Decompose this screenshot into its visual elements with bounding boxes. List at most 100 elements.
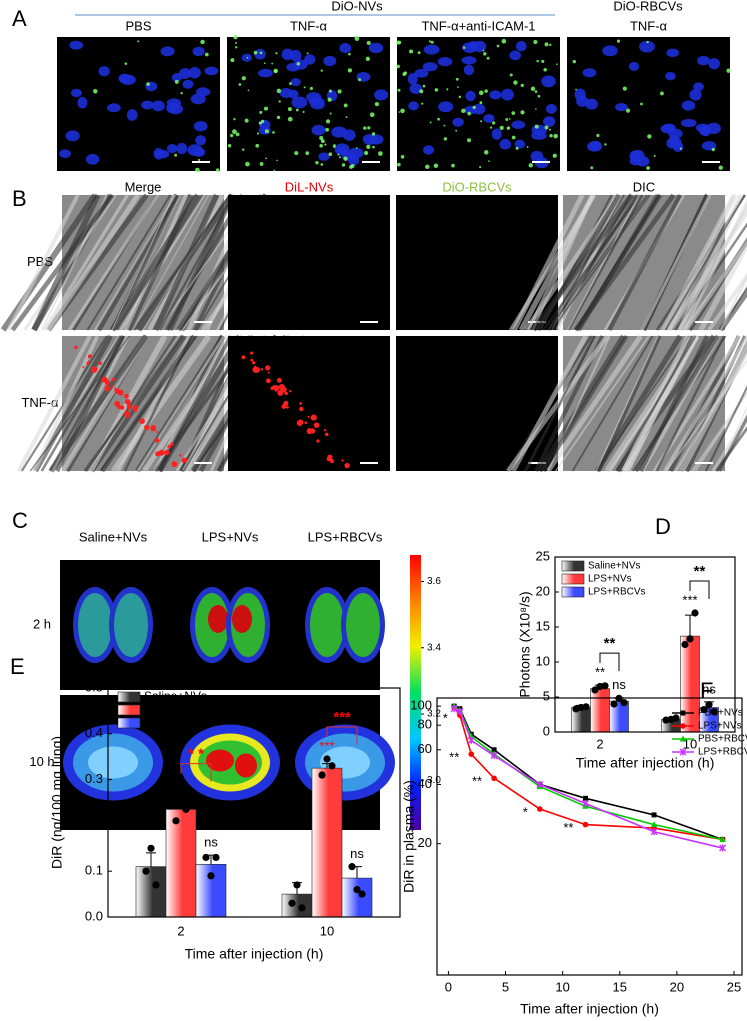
red-dot	[297, 419, 304, 425]
green-dot	[457, 86, 459, 88]
texture	[717, 414, 747, 472]
green-dot	[256, 132, 260, 135]
texture	[48, 334, 149, 473]
data-point	[147, 844, 155, 852]
green-dot	[302, 110, 305, 113]
texture	[86, 194, 172, 331]
data-point	[705, 701, 713, 709]
green-dot	[337, 153, 340, 156]
nucleus	[77, 96, 88, 109]
data-point	[207, 872, 215, 880]
legend-swatch	[561, 586, 585, 598]
texture	[94, 194, 177, 331]
green-dot	[396, 162, 401, 167]
nucleus	[615, 103, 628, 112]
red-dot	[111, 385, 114, 388]
nucleus	[160, 46, 175, 57]
panel-label: B	[12, 186, 27, 211]
green-dot	[428, 40, 431, 43]
green-dot	[422, 84, 426, 88]
x-tick-label: 20	[670, 979, 684, 994]
bar	[590, 688, 610, 733]
texture	[10, 193, 115, 332]
colorbar-tick-label: 3.6	[427, 576, 441, 587]
green-dot	[354, 36, 360, 41]
green-dot	[625, 108, 631, 113]
lobe-light	[88, 746, 138, 779]
green-dot	[417, 51, 421, 55]
image-bg	[396, 336, 558, 471]
green-dot	[647, 134, 652, 139]
green-dot	[544, 42, 549, 47]
y-tick-label: 60	[418, 741, 432, 756]
lobe-core	[208, 605, 228, 633]
green-dot	[590, 166, 594, 170]
texture	[595, 335, 690, 472]
green-dot	[341, 163, 346, 167]
bar	[135, 866, 167, 918]
nucleus	[437, 57, 453, 67]
red-dot	[324, 432, 329, 437]
panel-label: C	[12, 508, 28, 533]
green-dot	[467, 111, 472, 116]
marker	[651, 812, 657, 818]
green-dot	[200, 39, 205, 45]
significance: ns	[204, 835, 218, 850]
green-dot	[548, 128, 551, 131]
green-dot	[520, 83, 524, 88]
y-tick-label: 0.0	[85, 908, 103, 923]
texture	[33, 334, 113, 473]
green-dot	[276, 159, 278, 162]
significance: *	[443, 711, 448, 726]
green-dot	[263, 62, 266, 65]
green-dot	[486, 56, 490, 60]
nucleus	[708, 58, 720, 70]
nucleus	[483, 113, 495, 123]
texture	[511, 334, 588, 473]
column-label: TNF-α	[290, 18, 328, 33]
green-dot	[232, 129, 237, 135]
green-dot	[215, 168, 220, 173]
green-dot	[369, 112, 375, 118]
green-dot	[271, 62, 274, 65]
nucleus	[423, 44, 440, 55]
green-dot	[263, 106, 269, 111]
nucleus	[514, 139, 526, 149]
nucleus	[461, 56, 477, 65]
nucleus	[290, 78, 301, 87]
green-dot	[711, 147, 715, 152]
green-dot	[374, 101, 379, 107]
legend-label: LPS+NVs	[698, 721, 742, 732]
green-dot	[363, 126, 367, 130]
nucleus	[306, 92, 322, 103]
x-tick-label: 10	[555, 979, 569, 994]
panel-label: E	[10, 654, 25, 679]
texture	[682, 198, 747, 331]
y-tick-label: 25	[536, 548, 550, 563]
green-dot	[526, 146, 529, 148]
nucleus	[204, 66, 219, 76]
nucleus	[69, 40, 84, 50]
green-dot	[396, 64, 400, 69]
green-dot	[265, 157, 267, 160]
data-point	[172, 817, 180, 825]
green-dot	[604, 143, 607, 146]
green-dot	[616, 39, 621, 43]
red-dot	[181, 458, 187, 463]
y-tick-label: 10	[536, 653, 550, 668]
nucleus	[291, 96, 308, 109]
nucleus	[281, 48, 294, 61]
red-dot	[250, 351, 254, 355]
green-dot	[726, 68, 731, 73]
significance: **	[472, 774, 482, 789]
red-dot	[323, 428, 327, 432]
green-dot	[398, 111, 401, 113]
legend-label: Saline+NVs	[144, 689, 207, 703]
green-dot	[534, 124, 539, 129]
red-dot	[124, 411, 131, 418]
bar	[311, 767, 343, 918]
marker	[583, 795, 589, 801]
nucleus	[602, 45, 618, 57]
green-dot	[660, 91, 664, 96]
data-point	[212, 853, 220, 862]
